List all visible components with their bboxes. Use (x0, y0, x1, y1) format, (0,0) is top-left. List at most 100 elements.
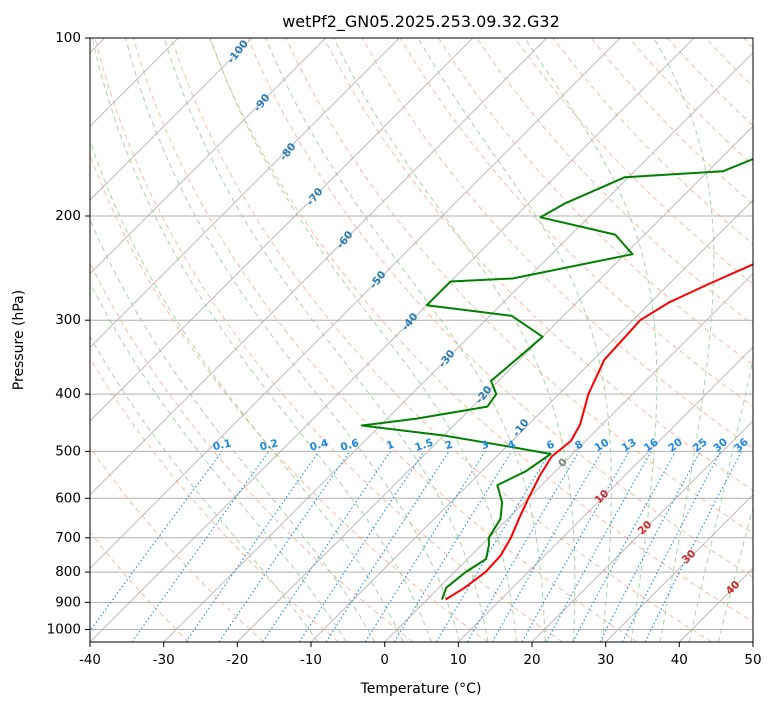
moist-adiabat-label: -80 (277, 141, 298, 163)
mixing-ratio-label: 1.5 (413, 437, 435, 454)
x-tick-label: 20 (523, 652, 540, 668)
dry-adiabat (90, 446, 264, 642)
mixing-ratio-line (298, 451, 425, 642)
mixing-ratio-label: 6 (545, 438, 557, 452)
dry-adiabat (90, 153, 488, 642)
x-tick-label: 10 (450, 652, 467, 668)
mixing-ratio-label: 2 (443, 439, 454, 453)
x-axis: -40 -30 -20 -10 0 10 20 30 40 50 (79, 642, 762, 668)
x-axis-label: Temperature (°C) (360, 681, 482, 697)
moist-adiabat (90, 218, 376, 642)
mixing-ratio-line (599, 451, 701, 642)
mixing-ratio-line (131, 451, 270, 642)
x-tick-label: -10 (300, 652, 322, 668)
mixing-ratio-line (521, 451, 630, 642)
dry-adiabat (209, 38, 753, 623)
x-tick-label: -30 (153, 652, 175, 668)
mixing-ratio-line (435, 451, 552, 642)
moist-adiabats (90, 38, 753, 642)
mixing-ratio-label: 0.6 (339, 437, 360, 454)
isotherm-line (90, 38, 253, 201)
moist-adiabat (417, 38, 612, 642)
dry-adiabat (90, 531, 190, 642)
isotherm-line (163, 52, 753, 642)
temperature-line (445, 263, 753, 601)
moist-adiabat (265, 38, 546, 642)
isotherm-line (605, 494, 753, 642)
dry-adiabat (590, 38, 753, 206)
dry-adiabat (399, 38, 753, 408)
isotherm-line (90, 38, 400, 348)
isotherm-line (310, 199, 753, 642)
isotherm-line (458, 346, 753, 642)
moist-adiabat (333, 38, 576, 642)
moist-adiabat (90, 139, 404, 642)
dry-adiabat-label: 30 (680, 548, 699, 567)
mixing-ratio-label: 0.1 (212, 438, 233, 454)
isotherm-line (90, 38, 621, 569)
moist-adiabat (717, 506, 753, 642)
mixing-ratio-label: 0.4 (308, 437, 329, 453)
dewpoint-line (360, 157, 753, 600)
mixing-ratio-line (185, 451, 320, 642)
mixing-ratio-line (621, 451, 722, 642)
y-tick-label: 100 (55, 30, 81, 46)
dry-adiabat (90, 261, 414, 642)
dry-adiabat (476, 38, 753, 326)
moist-adiabat (524, 38, 658, 642)
profile-series (360, 157, 753, 601)
mixing-ratio-line (644, 451, 742, 642)
x-tick-label: 30 (597, 652, 614, 668)
y-tick-label: 300 (55, 312, 81, 328)
moist-adiabat-label: -100 (225, 38, 251, 66)
dry-adiabat (247, 38, 753, 578)
mixing-ratio-label: 30 (711, 436, 730, 455)
isotherm-line (384, 273, 753, 642)
y-axis-label: Pressure (hPa) (11, 290, 27, 390)
mixing-ratio-label: 0.2 (259, 437, 280, 453)
dry-adiabat (514, 38, 753, 285)
mixing-ratio-label: 3 (479, 438, 490, 452)
y-axis: 100 200 300 400 500 600 700 800 900 1000 (47, 30, 90, 638)
mixing-ratio-label: 1 (385, 439, 396, 453)
plot-area: 0.1 0.2 0.4 0.6 1 1.5 2 3 4 6 8 10 13 16 20 25 30 36-100-… (90, 38, 753, 642)
y-tick-label: 500 (55, 443, 81, 459)
y-tick-label: 700 (55, 530, 81, 546)
dry-adiabat-label: 10 (593, 488, 612, 507)
dry-adiabat (743, 38, 753, 49)
x-tick-label: -20 (226, 652, 248, 668)
dry-adiabat (132, 38, 638, 642)
y-tick-label: 1000 (47, 622, 81, 638)
moist-adiabat-label: -10 (510, 417, 531, 439)
y-tick-label: 800 (55, 564, 81, 580)
isotherm-line (90, 38, 695, 642)
dry-adiabat (437, 38, 753, 366)
dry-adiabat (705, 38, 753, 88)
x-tick-label: 50 (744, 652, 761, 668)
mixing-ratio-line (90, 451, 223, 632)
dry-adiabat-label: 0 (556, 456, 570, 470)
isotherm-line (90, 38, 547, 496)
x-tick-label: -40 (79, 652, 101, 668)
y-tick-label: 900 (55, 594, 81, 610)
mixing-ratio-line (545, 451, 652, 642)
dry-adiabat (667, 38, 753, 127)
mixing-ratio-line (325, 451, 450, 642)
moist-adiabat (688, 356, 753, 642)
moist-adiabat-label: -90 (251, 92, 272, 114)
moist-adiabat (653, 38, 715, 642)
moist-adiabat (90, 335, 319, 642)
mixing-ratio-line (393, 451, 513, 642)
dry-adiabat (94, 38, 563, 642)
dry-adiabat-label: 20 (636, 519, 655, 538)
moist-adiabat (91, 38, 432, 642)
isotherm-line (90, 38, 474, 422)
isotherm-line (752, 641, 753, 642)
x-tick-label: 40 (671, 652, 688, 668)
mixing-ratio-line (262, 451, 391, 642)
pressure-gridlines (90, 38, 753, 630)
moist-adiabat (125, 38, 461, 642)
dry-adiabat (170, 38, 712, 642)
plot-frame (89, 37, 754, 643)
